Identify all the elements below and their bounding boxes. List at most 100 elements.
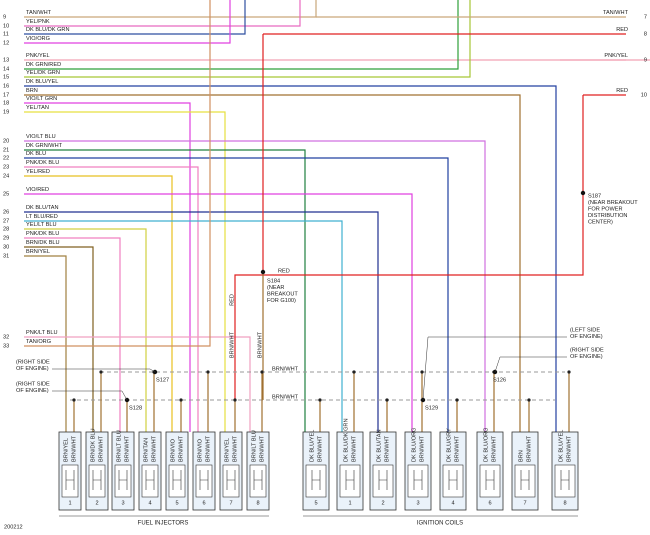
wire-color: DK BLU — [26, 151, 46, 157]
terminal-wire-color: BRN/WHT — [491, 435, 497, 462]
pin-number: 21 — [3, 147, 9, 153]
connector-body — [222, 464, 240, 498]
terminal — [345, 470, 355, 490]
splice-id: S127 — [156, 377, 169, 383]
pin-number: 13 — [3, 57, 9, 63]
terminal-wire-color: BRN/WHT — [151, 435, 157, 462]
connector-number: 2 — [95, 500, 98, 506]
terminal-wire-color: BRN — [518, 450, 524, 462]
pin-number: 30 — [3, 244, 9, 250]
pin-number: 7 — [644, 14, 647, 20]
bus-junction — [206, 370, 210, 374]
terminal-wire-color: DK BLU/ORG — [411, 427, 417, 462]
leader — [52, 368, 156, 373]
terminal-wire-color: BRN/LT BLU — [116, 430, 122, 462]
connector-number: 8 — [563, 500, 566, 506]
terminal-wire-color: DK BLU/ORG — [483, 427, 489, 462]
bus-junction — [567, 370, 571, 374]
terminal — [520, 470, 530, 490]
connector-body — [339, 464, 361, 498]
splice-note: FOR G100) — [267, 298, 296, 304]
connector-body — [305, 464, 327, 498]
connector-number: 1 — [68, 500, 71, 506]
pin-number: 16 — [3, 83, 9, 89]
bus-junction — [352, 370, 356, 374]
terminal-wire-color: BRN/YEL — [224, 438, 230, 462]
leader — [494, 356, 567, 373]
wire-color: PNK/YEL — [604, 53, 628, 59]
splice-id: S126 — [493, 377, 506, 383]
wire-color: VIO/ORG — [26, 36, 50, 42]
leader — [52, 390, 128, 401]
location-note: OF ENGINE) — [570, 354, 603, 360]
connector-body — [407, 464, 429, 498]
wire — [24, 149, 306, 432]
wire-color: PNK/DK BLU — [26, 160, 59, 166]
pin-number: 10 — [641, 92, 647, 98]
terminal-wire-color: BRN/WHT — [71, 435, 77, 462]
splice — [260, 269, 266, 275]
wire — [24, 237, 121, 432]
connector-body — [114, 464, 132, 498]
splice-id: S128 — [129, 405, 142, 411]
wire — [24, 0, 211, 347]
wire-color: PNK/LT BLU — [26, 330, 58, 336]
terminal — [448, 470, 458, 490]
wire-label: RED — [229, 294, 235, 306]
wire-color: YEL/LT BLU — [26, 222, 57, 228]
terminal — [226, 470, 236, 490]
connector-number: 6 — [488, 500, 491, 506]
wire-color: DK BLU/TAN — [26, 205, 59, 211]
terminal-wire-color: BRN/DK BLU — [90, 428, 96, 462]
wire-color: LT BLU/RED — [26, 214, 58, 220]
wire-color: TAN/ORG — [26, 339, 51, 345]
terminal-wire-color: BRN/YEL — [63, 438, 69, 462]
bus-junction — [455, 398, 459, 402]
terminal-wire-color: BRN/WHT — [124, 435, 130, 462]
terminal-wire-color: BRN/WHT — [205, 435, 211, 462]
connector-number: 6 — [202, 500, 205, 506]
splice-note: BREAKOUT — [267, 291, 298, 297]
pin-number: 8 — [644, 31, 647, 37]
figure-id: 200212 — [4, 524, 23, 530]
location-note: OF ENGINE) — [16, 366, 49, 372]
terminal-wire-color: BRN/WHT — [259, 435, 265, 462]
wire-color: BRN — [26, 88, 38, 94]
terminal-wire-color: DK BLU/TAN — [376, 429, 382, 462]
pin-number: 33 — [3, 343, 9, 349]
connector-number: 7 — [229, 500, 232, 506]
wire-label: BRN/WHT — [257, 331, 263, 358]
pin-number: 15 — [3, 74, 9, 80]
connector-body — [88, 464, 106, 498]
wire-color: VIO/LT GRN — [26, 96, 57, 102]
connector-body — [61, 464, 79, 498]
wire — [24, 166, 199, 432]
connector-body — [554, 464, 576, 498]
bus-junction — [72, 398, 76, 402]
wire-color: YEL/DK GRN — [26, 70, 60, 76]
bus-junction — [233, 398, 237, 402]
connector-number: 1 — [348, 500, 351, 506]
pin-number: 31 — [3, 253, 9, 259]
terminal-wire-color: BRN/TAN — [143, 438, 149, 462]
connector-number: 4 — [148, 500, 151, 506]
connector-number: 3 — [121, 500, 124, 506]
wire-label: BRN/WHT — [229, 331, 235, 358]
terminal-wire-color: DK BLU/GRY — [446, 428, 452, 462]
connector-body — [141, 464, 159, 498]
terminal-wire-color: BRN/WHT — [232, 435, 238, 462]
wire-color: DK GRN/WHT — [26, 143, 63, 149]
terminal-wire-color: DK BLU/YEL — [309, 430, 315, 462]
pin-number: 14 — [3, 66, 9, 72]
wire — [24, 102, 191, 432]
terminal-wire-color: BRN/VIO — [170, 438, 176, 462]
group-title: IGNITION COILS — [417, 521, 463, 527]
splice-id: S184 — [267, 278, 280, 284]
pin-number: 18 — [3, 100, 9, 106]
wire-label: BRN/WHT — [272, 394, 299, 400]
pin-number: 25 — [3, 191, 9, 197]
wire — [24, 246, 94, 432]
splice-note: FOR POWER — [588, 206, 623, 212]
wire-color: BRN/YEL — [26, 249, 50, 255]
